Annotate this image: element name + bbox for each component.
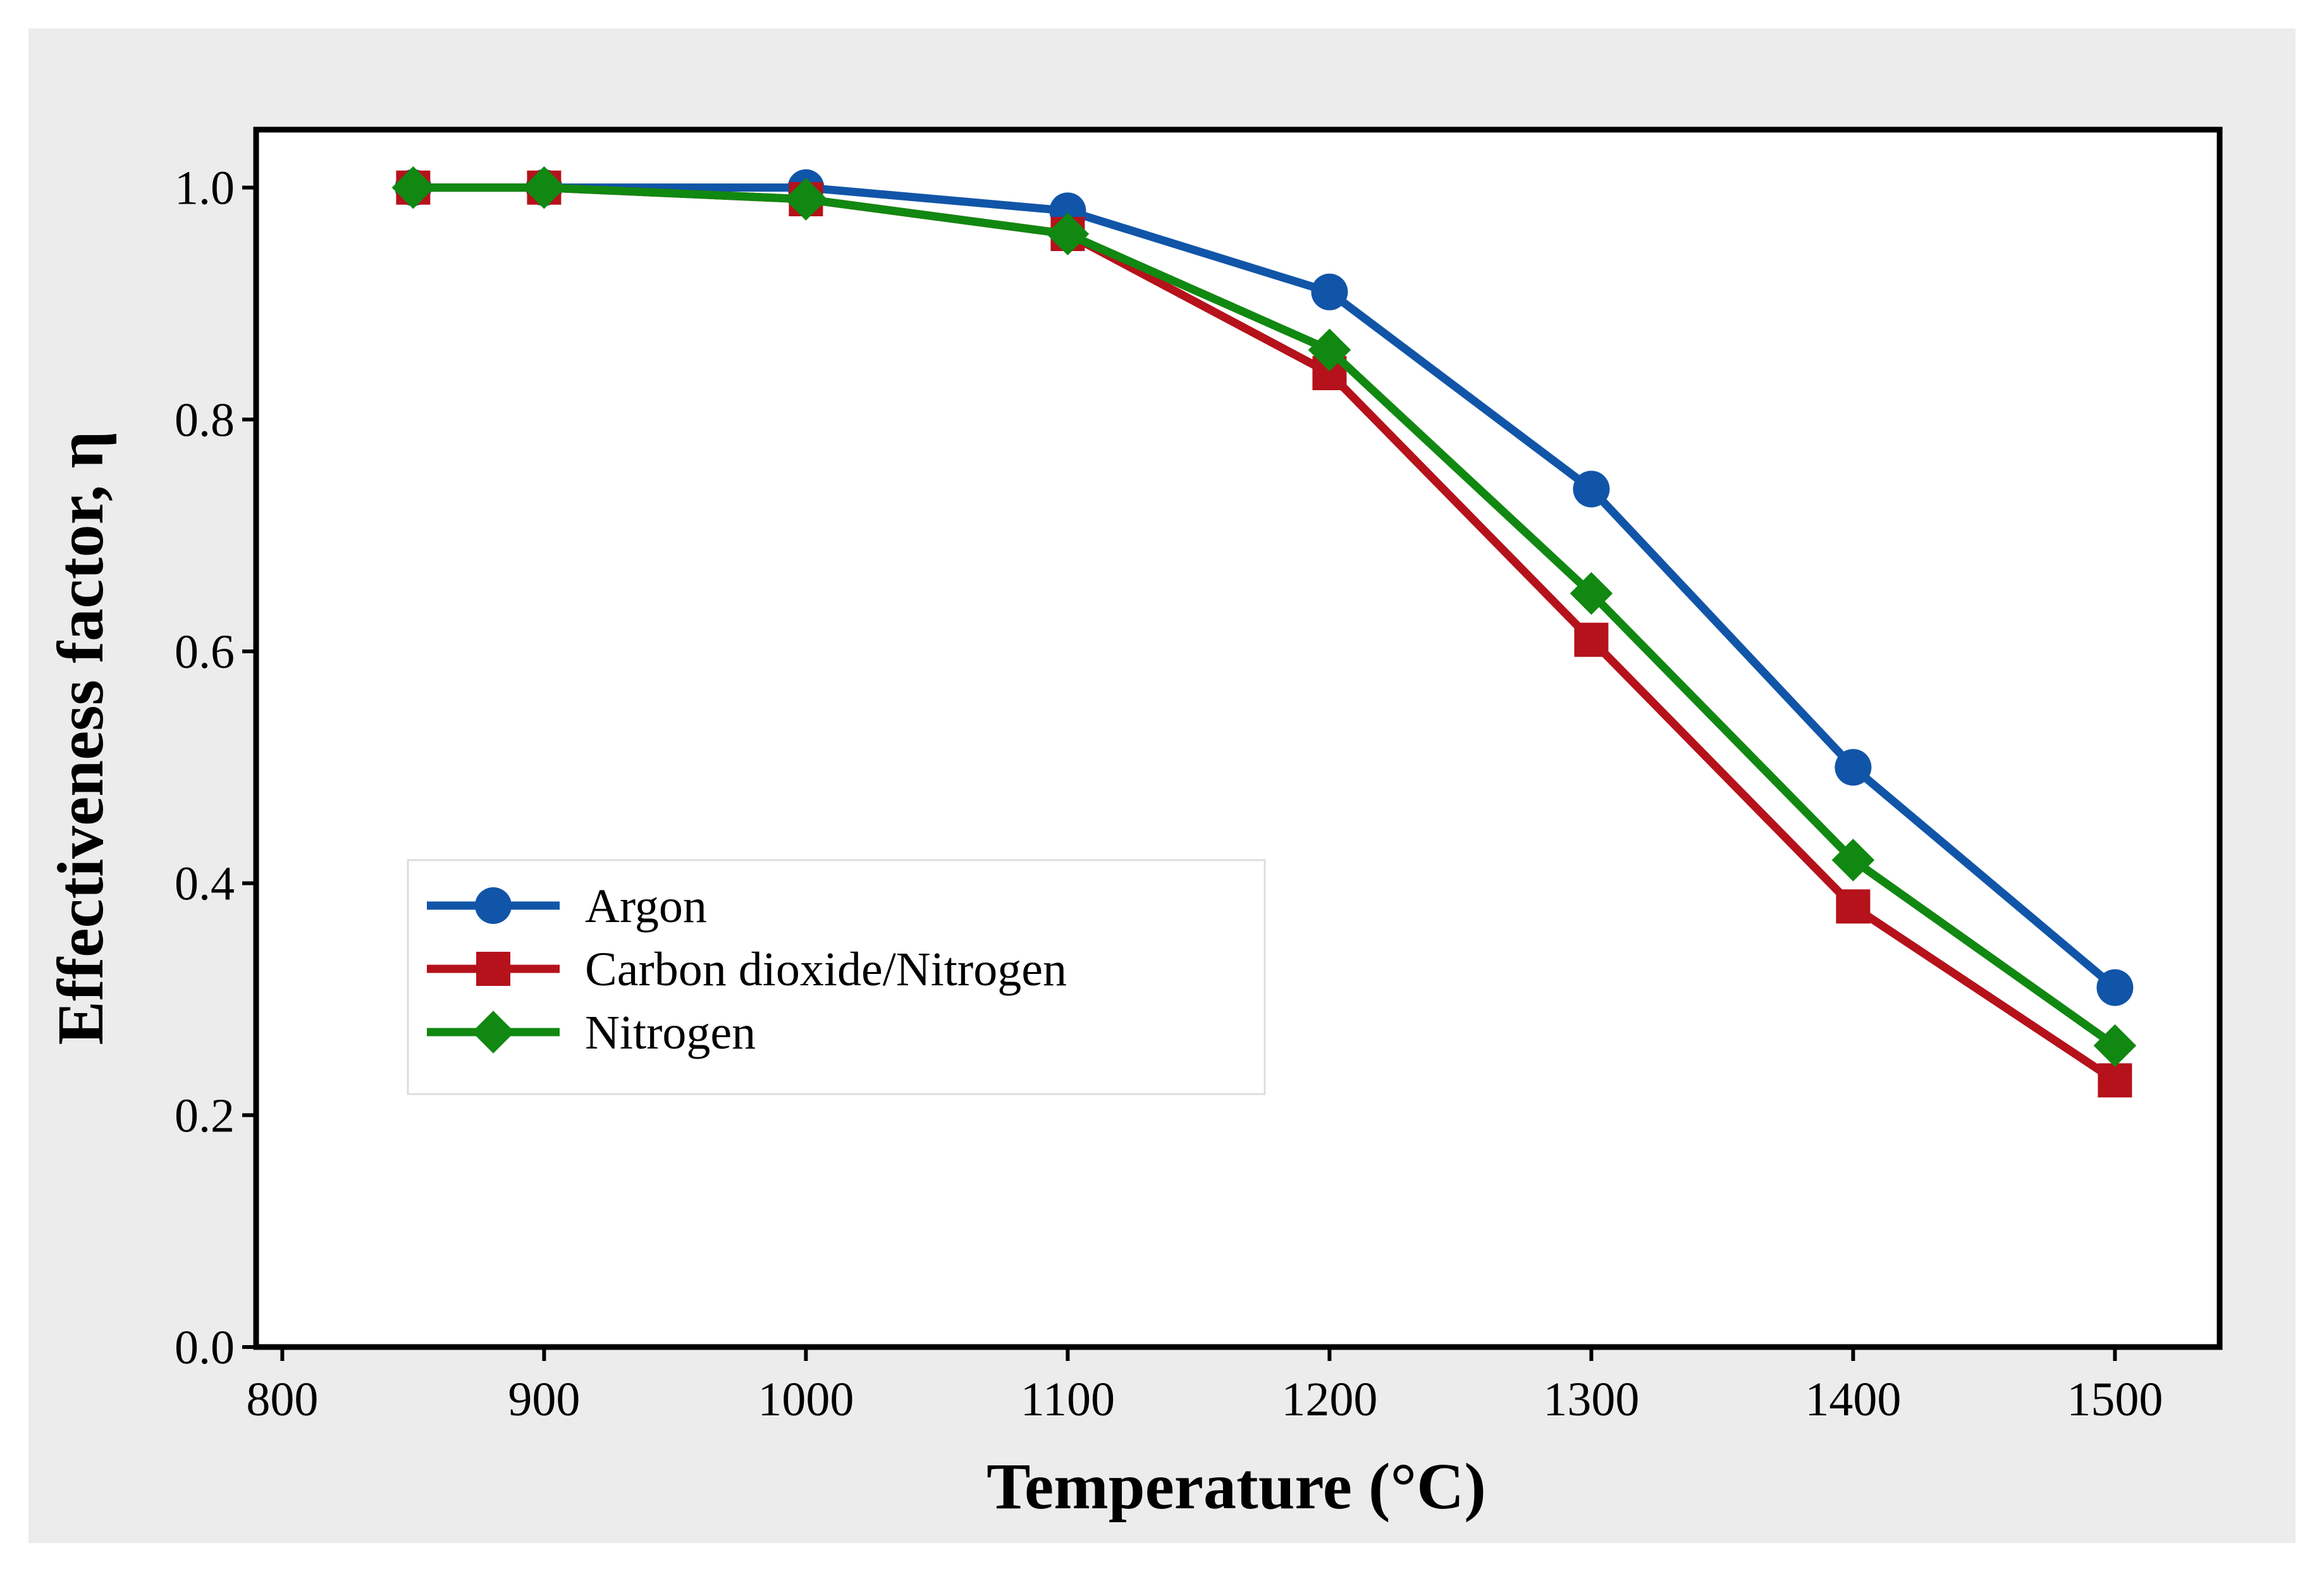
x-tick-label: 1200: [1281, 1373, 1377, 1426]
legend-label: Carbon dioxide/Nitrogen: [585, 943, 1067, 996]
data-point: [1831, 839, 1875, 882]
plot-area: [253, 126, 2223, 1350]
legend-marker: [472, 1011, 515, 1054]
y-tick-label: 0.8: [175, 393, 235, 446]
data-point: [1046, 212, 1090, 255]
data-point: [2096, 969, 2134, 1006]
data-point: [1574, 622, 1609, 657]
data-point: [522, 166, 566, 209]
data-point: [1835, 749, 1872, 786]
data-point: [1570, 572, 1613, 615]
x-axis: 800 900 1000 1100 1200 1300 1400 1500: [246, 1347, 2163, 1426]
x-tick-label: 800: [246, 1373, 318, 1426]
y-tick-label: 0.0: [175, 1321, 235, 1374]
legend-box: [407, 859, 1266, 1095]
data-point: [1311, 273, 1348, 311]
legend: Argon Carbon dioxide/Nitrogen Nitrogen: [407, 859, 1266, 1095]
data-point: [1573, 471, 1610, 508]
data-point: [2098, 1063, 2132, 1098]
series-layer: [391, 166, 2137, 1098]
x-tick-label: 1300: [1543, 1373, 1639, 1426]
legend-label: Argon: [585, 880, 707, 933]
legend-label: Nitrogen: [585, 1006, 756, 1059]
x-axis-title: Temperature (°C): [987, 1450, 1486, 1523]
series-line-3: [413, 183, 2118, 1049]
x-tick-label: 1100: [1021, 1373, 1115, 1426]
x-tick-label: 1500: [2067, 1373, 2163, 1426]
data-point: [391, 166, 435, 209]
y-tick-label: 0.4: [175, 858, 235, 911]
data-point: [784, 178, 828, 221]
data-point: [1308, 328, 1351, 372]
y-tick-label: 0.6: [175, 625, 235, 679]
x-tick-label: 900: [508, 1373, 580, 1426]
y-tick-label: 0.2: [175, 1089, 235, 1142]
y-axis: 0.0 0.2 0.4 0.6 0.8 1.0: [175, 162, 256, 1374]
y-tick-label: 1.0: [175, 162, 235, 215]
data-point: [1836, 889, 1871, 924]
legend-marker: [475, 887, 512, 924]
y-axis-title: Effectiveness factor, η: [44, 431, 117, 1045]
legend-marker: [476, 952, 510, 986]
x-tick-label: 1000: [758, 1373, 854, 1426]
data-point: [2093, 1024, 2137, 1068]
x-tick-label: 1400: [1805, 1373, 1901, 1426]
